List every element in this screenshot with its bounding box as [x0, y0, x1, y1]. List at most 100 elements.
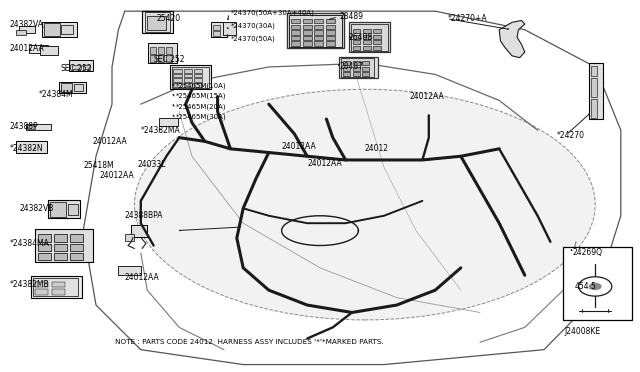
- Text: 24012AA: 24012AA: [282, 142, 316, 151]
- Bar: [373, 35, 381, 39]
- Bar: [563, 247, 632, 320]
- Bar: [194, 78, 202, 82]
- Text: *24370(50A): *24370(50A): [230, 36, 275, 42]
- Text: 28489: 28489: [339, 12, 364, 21]
- Bar: [363, 29, 371, 33]
- Bar: [74, 84, 83, 91]
- Text: *24370(30A): *24370(30A): [230, 23, 275, 29]
- Text: SEC.252: SEC.252: [61, 64, 92, 73]
- Bar: [289, 15, 342, 47]
- Bar: [69, 60, 93, 71]
- Bar: [125, 234, 134, 241]
- Bar: [314, 25, 323, 29]
- Text: 24012AA: 24012AA: [10, 44, 44, 53]
- Bar: [61, 83, 72, 92]
- Bar: [16, 141, 47, 153]
- Text: 454.5: 454.5: [575, 282, 596, 291]
- Bar: [303, 25, 312, 29]
- Bar: [326, 41, 335, 46]
- Bar: [35, 282, 48, 287]
- Bar: [363, 46, 371, 50]
- Text: 25418M: 25418M: [83, 161, 114, 170]
- Bar: [33, 278, 78, 296]
- Bar: [40, 46, 58, 55]
- Text: 24012: 24012: [365, 144, 388, 153]
- Text: *24382MB: *24382MB: [10, 280, 49, 289]
- Bar: [142, 11, 173, 33]
- Bar: [173, 83, 182, 87]
- Bar: [159, 118, 178, 126]
- Text: *25465M(10A): *25465M(10A): [176, 82, 227, 89]
- Bar: [184, 83, 192, 87]
- Bar: [314, 36, 323, 40]
- Bar: [172, 67, 209, 88]
- Text: 24269Q: 24269Q: [573, 248, 603, 257]
- Bar: [362, 72, 369, 76]
- Bar: [351, 24, 388, 51]
- Bar: [16, 30, 26, 35]
- Bar: [343, 67, 350, 71]
- Bar: [44, 23, 60, 36]
- Bar: [291, 30, 300, 35]
- Bar: [303, 30, 312, 35]
- Text: *24270+A: *24270+A: [448, 14, 488, 23]
- Bar: [303, 36, 312, 40]
- Text: 24012AA: 24012AA: [125, 273, 159, 282]
- Text: *25465M(30A): *25465M(30A): [176, 113, 227, 120]
- Bar: [131, 225, 147, 237]
- Bar: [373, 40, 381, 44]
- Bar: [184, 78, 192, 82]
- Bar: [591, 78, 597, 97]
- Text: 25420: 25420: [157, 14, 181, 23]
- Text: *24370(50A+30A+40A): *24370(50A+30A+40A): [230, 10, 314, 16]
- Bar: [52, 289, 65, 295]
- Bar: [589, 63, 603, 119]
- Bar: [326, 25, 335, 29]
- Bar: [70, 253, 83, 260]
- Bar: [72, 65, 81, 69]
- Text: 24012AA: 24012AA: [410, 92, 444, 101]
- Text: NOTE : PARTS CODE 24012  HARNESS ASSY INCLUDES '*'*MARKED PARTS.: NOTE : PARTS CODE 24012 HARNESS ASSY INC…: [115, 339, 384, 345]
- Bar: [35, 229, 93, 262]
- Bar: [173, 78, 182, 82]
- Bar: [343, 61, 350, 65]
- Bar: [31, 276, 82, 298]
- Bar: [341, 58, 374, 77]
- Text: J24008KE: J24008KE: [564, 327, 600, 336]
- Bar: [38, 253, 51, 260]
- Bar: [291, 25, 300, 29]
- Text: SEC.252: SEC.252: [154, 55, 185, 64]
- Bar: [29, 45, 48, 53]
- Text: *25465M(20A): *25465M(20A): [176, 103, 227, 110]
- Bar: [38, 244, 51, 251]
- Ellipse shape: [134, 89, 595, 320]
- Circle shape: [589, 283, 602, 290]
- Bar: [184, 69, 192, 73]
- Bar: [150, 55, 156, 62]
- Bar: [50, 202, 66, 217]
- Bar: [184, 74, 192, 77]
- Bar: [353, 46, 360, 50]
- Bar: [173, 74, 182, 77]
- Polygon shape: [499, 20, 525, 58]
- Bar: [54, 244, 67, 251]
- Bar: [287, 13, 344, 48]
- Bar: [373, 29, 381, 33]
- Text: *24270: *24270: [557, 131, 585, 140]
- Bar: [194, 69, 202, 73]
- Bar: [326, 19, 335, 23]
- Bar: [353, 67, 360, 71]
- Bar: [223, 22, 236, 35]
- Bar: [70, 234, 83, 242]
- Bar: [48, 200, 80, 218]
- Text: 24388BPA: 24388BPA: [125, 211, 163, 220]
- Bar: [213, 25, 220, 30]
- Text: 28487: 28487: [339, 62, 364, 71]
- Bar: [158, 55, 164, 62]
- Bar: [213, 31, 220, 36]
- Bar: [194, 74, 202, 77]
- Text: *24382MA: *24382MA: [141, 126, 180, 135]
- Bar: [353, 29, 360, 33]
- Bar: [19, 26, 35, 33]
- Bar: [70, 244, 83, 251]
